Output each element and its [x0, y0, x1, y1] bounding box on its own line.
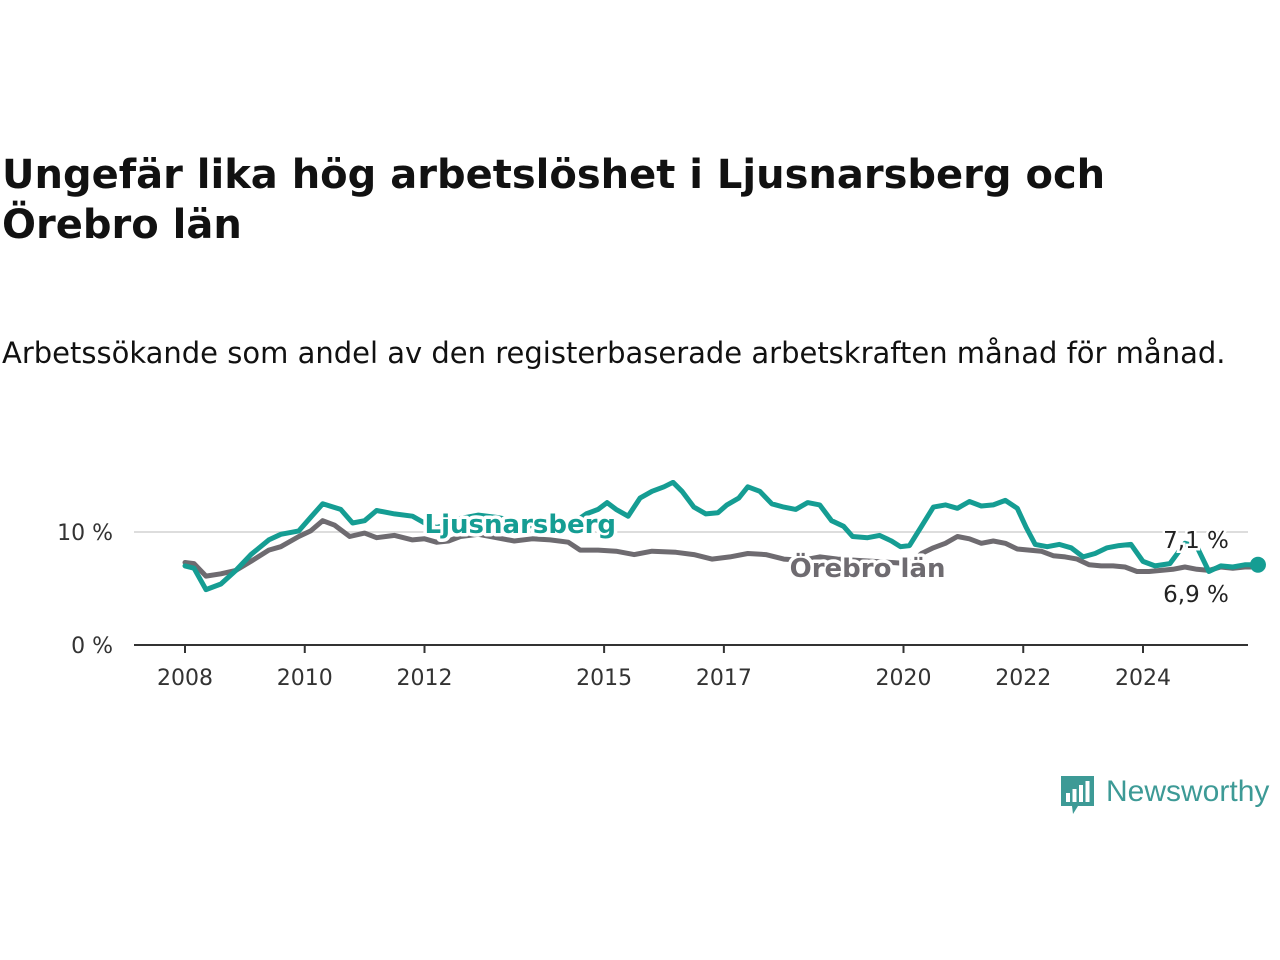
y-axis-ticks: 0 % 10 %	[57, 521, 113, 659]
series-lines	[182, 480, 1266, 593]
newsworthy-logo: Newsworthy	[1058, 773, 1280, 821]
x-tick-label: 2020	[876, 666, 932, 691]
series-line-ljusnarsberg	[182, 480, 1261, 593]
chart-title: Ungefär lika hög arbetslöshet i Ljusnars…	[2, 152, 1106, 248]
annotations: Ljusnarsberg Örebro län 7,1 % 6,9 %	[421, 506, 1231, 610]
end-value-label: 6,9 %	[1163, 582, 1229, 608]
x-tick-label: 2008	[157, 666, 213, 691]
end-value-label: 7,1 %	[1163, 528, 1229, 554]
series-line-orebro-lan	[182, 518, 1261, 579]
series-label: Ljusnarsberg	[425, 510, 617, 540]
x-axis: 2008 2010 2012 2015 2017 2020 2022 2024	[134, 644, 1248, 691]
chart-subtitle: Arbetssökande som andel av den registerb…	[2, 336, 1226, 370]
series-label: Örebro län	[790, 551, 946, 584]
newsworthy-wordmark: Newsworthy	[1106, 775, 1270, 808]
x-tick-label: 2017	[696, 666, 752, 691]
line-chart: 0 % 10 % 2008 2010 2012 2015 2017 2020 2022 2024…	[57, 480, 1266, 691]
x-tick-label: 2012	[397, 666, 453, 691]
x-tick-label: 2022	[995, 666, 1051, 691]
x-tick-label: 2015	[576, 666, 632, 691]
x-tick-label: 2024	[1115, 666, 1171, 691]
y-tick-label: 10 %	[57, 521, 113, 546]
newsworthy-logo-icon	[1061, 776, 1094, 814]
end-point-marker	[1249, 556, 1266, 573]
y-tick-label: 0 %	[71, 634, 113, 659]
x-tick-label: 2010	[277, 666, 333, 691]
